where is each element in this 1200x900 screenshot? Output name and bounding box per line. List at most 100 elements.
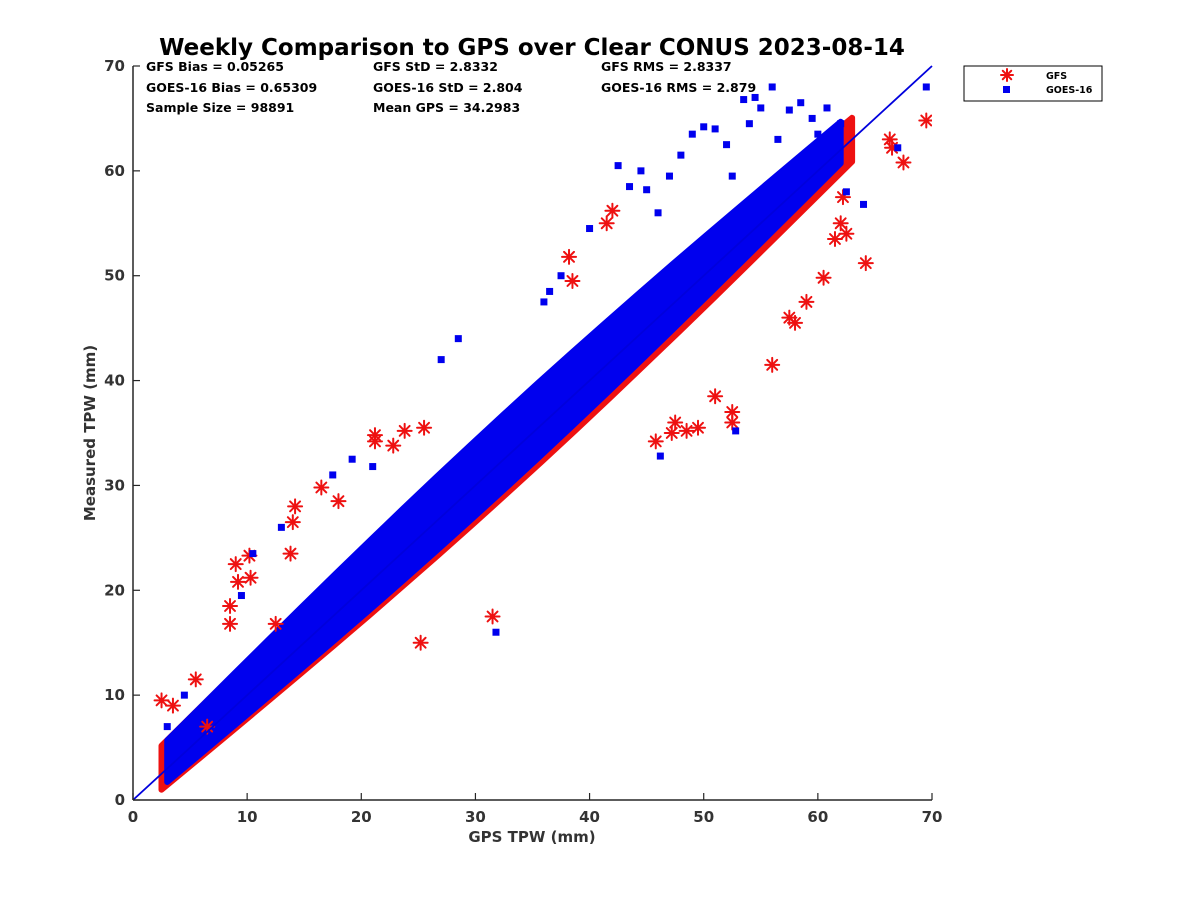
goes16-point xyxy=(751,93,759,101)
goes16-point xyxy=(626,183,634,191)
gfs-point xyxy=(838,225,855,242)
x-tick-label: 40 xyxy=(579,808,600,826)
gfs-point xyxy=(282,545,299,562)
legend: GFS GOES-16 xyxy=(963,65,1103,102)
x-tick-label: 70 xyxy=(922,808,943,826)
x-axis-label: GPS TPW (mm) xyxy=(468,828,595,846)
x-tick-label: 20 xyxy=(351,808,372,826)
gfs-point xyxy=(604,202,621,219)
gfs-point xyxy=(187,671,204,688)
goes16-point xyxy=(369,463,377,471)
gfs-point xyxy=(918,112,932,129)
goes16-point xyxy=(454,335,462,343)
gfs-point xyxy=(227,556,244,573)
goes16-point xyxy=(656,452,664,460)
goes16-point xyxy=(831,146,839,154)
gfs-point xyxy=(667,414,684,431)
goes16-point xyxy=(922,83,930,91)
gfs-point xyxy=(707,388,724,405)
goes16-point xyxy=(329,471,337,479)
stat-gfs-bias: GFS Bias = 0.05265 xyxy=(146,59,284,74)
goes16-density-band xyxy=(164,118,844,785)
gfs-point xyxy=(857,255,874,272)
gfs-point xyxy=(895,154,912,171)
y-tick-label: 20 xyxy=(104,581,125,599)
y-tick-label: 0 xyxy=(115,791,125,809)
legend-gfs-label: GFS xyxy=(1046,71,1067,82)
stat-gfs-rms: GFS RMS = 2.8337 xyxy=(601,59,732,74)
gfs-point xyxy=(484,608,501,625)
goes16-point xyxy=(277,523,285,531)
gfs-point xyxy=(385,437,402,454)
gfs-point xyxy=(832,215,849,232)
goes16-point xyxy=(614,162,622,170)
goes16-point xyxy=(814,130,822,138)
goes16-point xyxy=(557,272,565,280)
goes16-point xyxy=(249,550,257,558)
goes16-point xyxy=(175,728,183,736)
marker-layer xyxy=(153,83,932,736)
statistics-annotations: GFS Bias = 0.05265 GFS StD = 2.8332 GFS … xyxy=(146,59,756,115)
gfs-point xyxy=(787,314,804,331)
goes16-point xyxy=(546,287,554,295)
y-tick-label: 30 xyxy=(104,476,125,494)
legend-box xyxy=(963,65,1103,102)
stat-goes16-rms: GOES-16 RMS = 2.879 xyxy=(601,80,756,95)
stat-sample-size: Sample Size = 98891 xyxy=(146,100,294,115)
x-ticks: 0 10 20 30 40 50 60 70 xyxy=(128,793,943,826)
y-axis-label: Measured TPW (mm) xyxy=(81,345,99,521)
stat-goes16-std: GOES-16 StD = 2.804 xyxy=(373,80,523,95)
stat-mean-gps: Mean GPS = 34.2983 xyxy=(373,100,520,115)
y-tick-label: 40 xyxy=(104,372,125,390)
goes16-point xyxy=(586,225,594,233)
goes16-point xyxy=(740,96,748,104)
goes16-point xyxy=(723,141,731,149)
gfs-point xyxy=(663,425,680,441)
gfs-point xyxy=(396,422,413,439)
goes16-point xyxy=(700,123,708,131)
legend-goes16-label: GOES-16 xyxy=(1046,85,1093,96)
plot-area xyxy=(132,65,933,801)
goes16-point xyxy=(860,200,868,208)
gfs-point xyxy=(598,215,615,232)
axes: 0 10 20 30 40 50 60 70 0 10 20 30 40 50 60 70 xyxy=(104,57,942,826)
goes16-point xyxy=(745,120,753,128)
x-tick-label: 30 xyxy=(465,808,486,826)
gfs-point xyxy=(826,231,843,248)
gfs-point xyxy=(242,569,259,586)
goes16-point xyxy=(842,188,850,196)
gfs-point xyxy=(561,248,578,265)
gfs-point xyxy=(564,272,581,289)
goes16-point xyxy=(637,167,645,175)
legend-gfs-asterisk-marker xyxy=(1000,68,1014,82)
gfs-point xyxy=(153,692,170,709)
y-tick-label: 60 xyxy=(104,162,125,180)
gfs-point xyxy=(416,419,433,436)
gfs-point xyxy=(764,356,781,373)
gfs-point xyxy=(230,573,247,590)
gfs-point xyxy=(222,598,239,615)
gfs-point xyxy=(313,479,330,496)
goes16-point xyxy=(437,356,445,364)
gfs-point xyxy=(164,697,181,714)
goes16-point xyxy=(654,209,662,217)
density-layer xyxy=(158,114,856,793)
goes16-point xyxy=(711,125,719,133)
gfs-point xyxy=(330,493,347,510)
goes16-point xyxy=(665,172,673,180)
stat-gfs-std: GFS StD = 2.8332 xyxy=(373,59,498,74)
gfs-point xyxy=(222,615,239,632)
goes16-point xyxy=(797,99,805,107)
goes16-point xyxy=(728,172,736,180)
y-tick-label: 50 xyxy=(104,267,125,285)
y-ticks: 0 10 20 30 40 50 60 70 xyxy=(104,57,140,809)
goes16-point xyxy=(348,455,356,463)
y-tick-label: 10 xyxy=(104,686,125,704)
legend-goes16-square-marker xyxy=(1003,86,1010,93)
chart-title: Weekly Comparison to GPS over Clear CONU… xyxy=(159,35,905,61)
goes16-point xyxy=(540,298,548,306)
legend-gfs-asterisk xyxy=(1000,68,1014,82)
gfs-point xyxy=(267,615,284,632)
goes16-point xyxy=(774,135,782,143)
